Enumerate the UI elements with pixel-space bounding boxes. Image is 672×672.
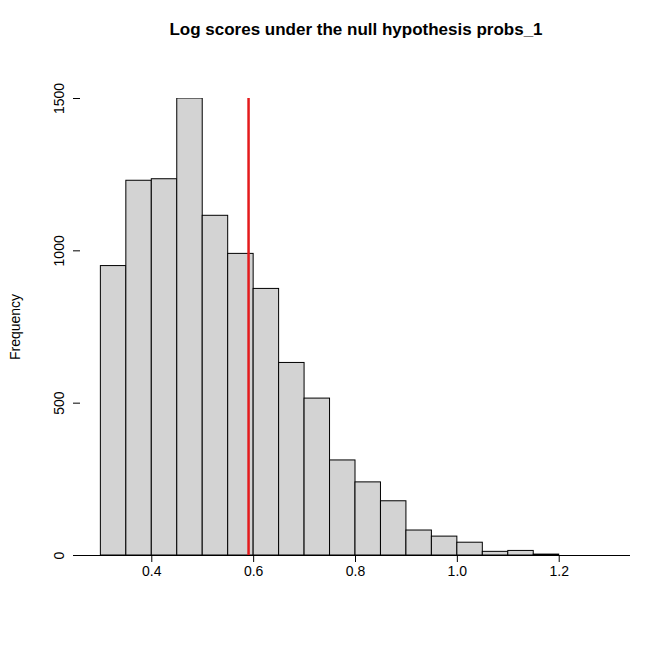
svg-text:Frequency: Frequency: [7, 294, 23, 360]
svg-text:0: 0: [51, 551, 67, 559]
svg-text:0.6: 0.6: [244, 563, 264, 579]
svg-text:1.0: 1.0: [448, 563, 468, 579]
svg-text:1.2: 1.2: [549, 563, 569, 579]
svg-text:0.8: 0.8: [346, 563, 366, 579]
svg-text:500: 500: [51, 391, 67, 415]
svg-text:0.4: 0.4: [142, 563, 162, 579]
html-text:Log scores under the null hypo: Log scores under the null hypothesis pro…: [169, 20, 543, 39]
svg-text:1000: 1000: [51, 235, 67, 266]
svg-text:1500: 1500: [51, 83, 67, 114]
